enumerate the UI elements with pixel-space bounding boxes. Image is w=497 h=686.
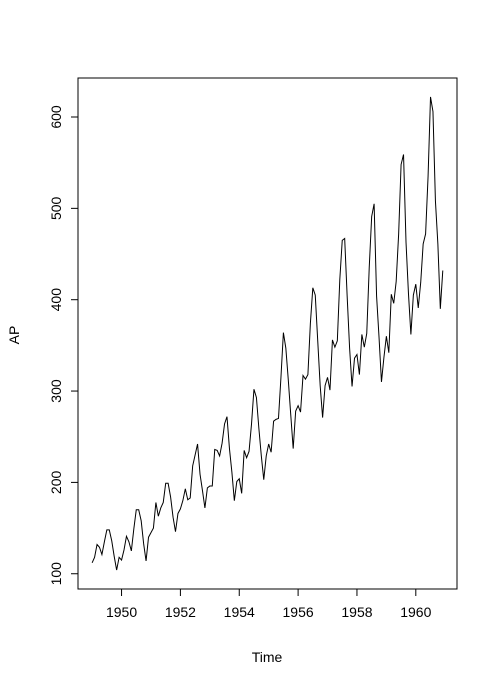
plot-frame (77, 77, 458, 590)
y-tick-label: 400 (48, 288, 64, 312)
x-tick-label: 1952 (165, 604, 196, 620)
x-tick-label: 1960 (400, 604, 431, 620)
y-tick-label: 600 (48, 105, 64, 129)
y-tick-label: 200 (48, 471, 64, 495)
line (91, 96, 444, 571)
y-tick-label: 100 (48, 562, 64, 586)
x-tick-label: 1950 (106, 604, 137, 620)
x-tick-label: 1958 (341, 604, 372, 620)
x-tick-label: 1954 (224, 604, 255, 620)
y-tick-label: 300 (48, 379, 64, 403)
y-tick-label: 500 (48, 196, 64, 220)
x-axis-title: Time (252, 649, 283, 665)
x-tick-label: 1956 (283, 604, 314, 620)
y-axis-title: AP (6, 326, 22, 345)
